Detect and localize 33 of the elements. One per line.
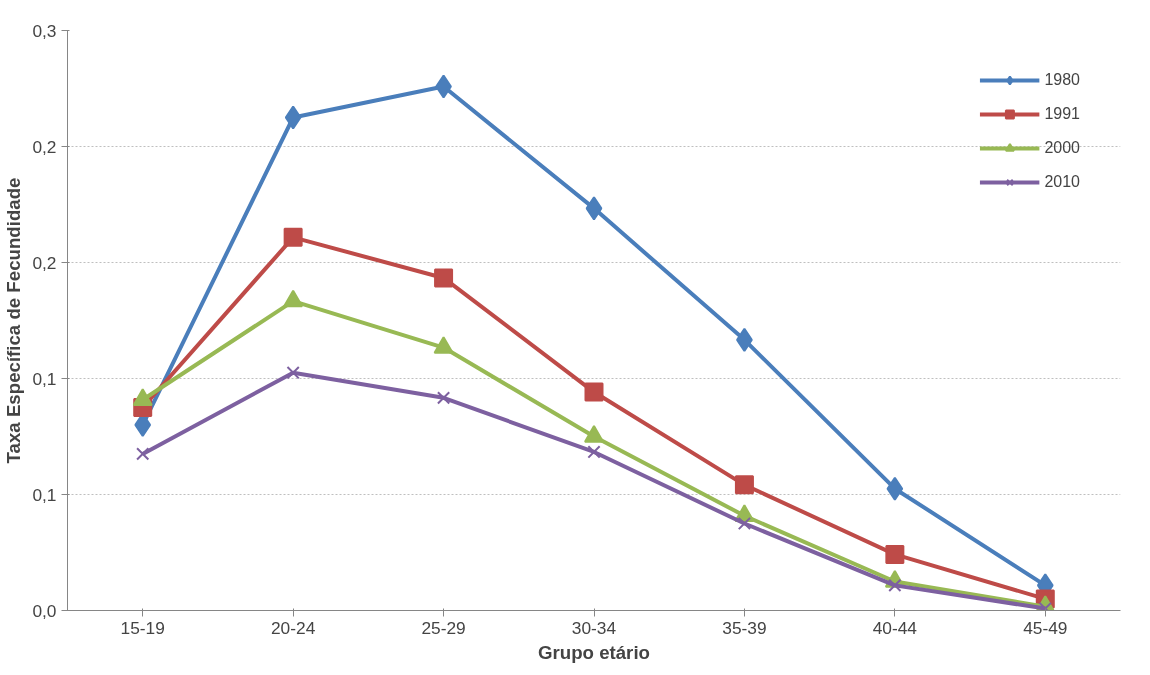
y-axis-title: Taxa Específica de Fecundidade bbox=[3, 177, 25, 464]
point bbox=[885, 544, 905, 564]
y-tick-label: 0,1 bbox=[32, 484, 57, 505]
point bbox=[584, 382, 604, 402]
y-tick-label: 0,0 bbox=[32, 600, 57, 621]
legend-label: 1991 bbox=[1044, 105, 1080, 123]
x-tick-label: 45-49 bbox=[1023, 617, 1068, 638]
point bbox=[286, 366, 300, 380]
x-tick-label: 30-34 bbox=[571, 617, 617, 638]
x-tick-label: 40-44 bbox=[872, 617, 918, 638]
point bbox=[737, 516, 752, 531]
point bbox=[886, 476, 904, 501]
point bbox=[587, 445, 601, 459]
x-tick-label: 15-19 bbox=[120, 617, 165, 638]
point bbox=[434, 268, 454, 288]
point bbox=[136, 447, 150, 461]
point bbox=[888, 578, 902, 593]
point bbox=[734, 475, 754, 495]
x-tick-label: 35-39 bbox=[722, 617, 767, 638]
legend-label: 2000 bbox=[1044, 139, 1080, 157]
y-tick-label: 0,2 bbox=[32, 136, 57, 157]
y-tick-label: 0,2 bbox=[32, 252, 57, 273]
x-tick-label: 25-29 bbox=[421, 617, 466, 638]
y-tick-label: 0,1 bbox=[32, 368, 57, 389]
legend-label: 2010 bbox=[1044, 173, 1080, 191]
point bbox=[436, 391, 451, 405]
x-tick-label: 20-24 bbox=[270, 617, 316, 638]
x-axis-title: Grupo etário bbox=[538, 641, 650, 663]
point bbox=[283, 227, 303, 247]
point bbox=[585, 196, 603, 221]
point bbox=[284, 105, 302, 130]
y-tick-label: 0,3 bbox=[32, 20, 57, 41]
legend-label: 1980 bbox=[1044, 71, 1080, 89]
